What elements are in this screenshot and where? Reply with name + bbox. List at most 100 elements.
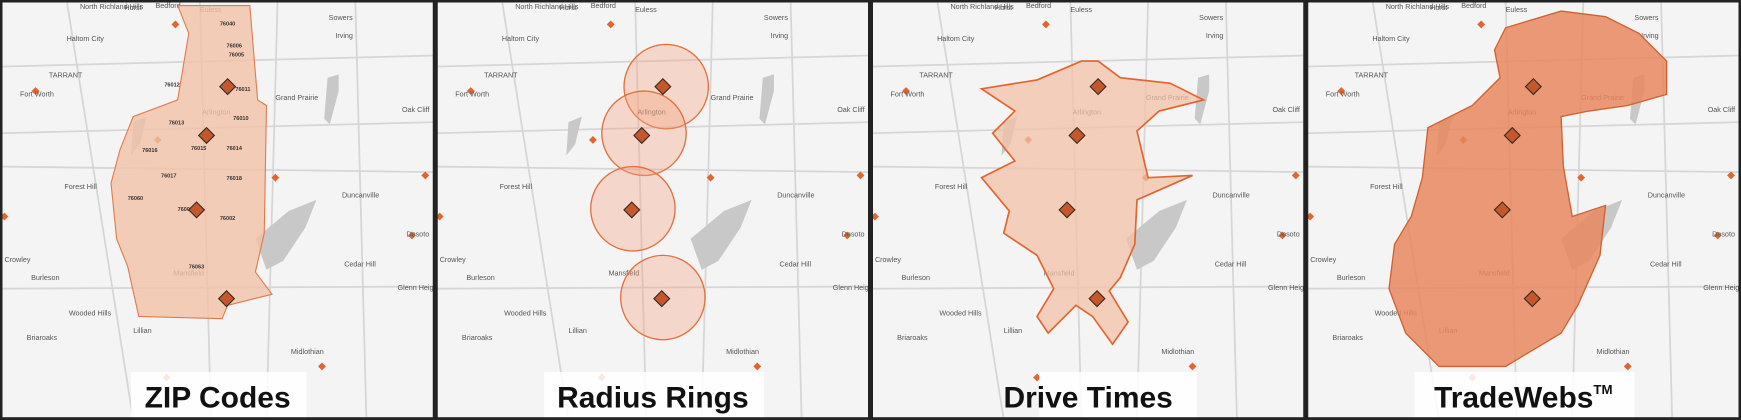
zip-label: 76005 — [229, 53, 244, 59]
road — [435, 165, 871, 173]
panel-border — [434, 0, 871, 420]
place-label: Bedford — [591, 1, 616, 10]
place-label: Midlothian — [1597, 347, 1630, 356]
lake — [690, 199, 752, 270]
place-label: Crowley — [1310, 255, 1336, 264]
place-label: TARRANT — [1355, 71, 1389, 80]
place-label: Midlothian — [1161, 347, 1194, 356]
place-label: North Richland Hills — [515, 2, 579, 11]
place-label: Fort Worth — [455, 90, 489, 99]
zip-label: 76040 — [220, 22, 235, 28]
place-label: Crowley — [440, 255, 466, 264]
place-label: Haltom City — [502, 34, 540, 43]
place-label: Hurst — [995, 3, 1012, 12]
place-label: Bedford — [155, 1, 180, 10]
caption-mark: TM — [1593, 382, 1612, 397]
caption-box — [1039, 371, 1197, 420]
place-label: Euless — [635, 5, 657, 14]
place-label: Haltom City — [1372, 34, 1410, 43]
place-label: Desoto — [1712, 230, 1735, 239]
store-marker — [187, 201, 206, 219]
place-label: Cedar Hill — [1215, 259, 1247, 268]
place-label: Grand Prairie — [711, 93, 754, 102]
place-label: Hurst — [1430, 3, 1447, 12]
store-marker — [197, 126, 216, 145]
zip-label: 76011 — [235, 87, 250, 93]
place-label: Duncanville — [1648, 191, 1685, 200]
place-label: Lillian — [1004, 326, 1022, 335]
place-label: Hurst — [560, 3, 577, 12]
location-dot — [753, 362, 762, 371]
place-label: Haltom City — [937, 34, 975, 43]
store-marker — [654, 77, 672, 96]
place-label: Lillian — [133, 326, 151, 335]
road — [789, 0, 803, 420]
location-dot — [902, 87, 910, 95]
map-panel: North Richland HillsHurstBedfordEulessSo… — [0, 0, 444, 420]
place-label: Haltom City — [67, 34, 105, 43]
place-label: Desoto — [1277, 230, 1300, 239]
place-label: Irving — [335, 31, 353, 40]
place-label: Arlington — [637, 107, 665, 116]
store-marker — [1058, 201, 1076, 219]
place-label: Cedar Hill — [344, 259, 376, 268]
road — [435, 285, 871, 290]
place-label: Burleson — [902, 273, 930, 282]
caption-text: TradeWebs — [1434, 381, 1593, 414]
place-label: Hurst — [124, 3, 141, 12]
panel-border — [870, 0, 1307, 420]
place-label: Lillian — [568, 326, 586, 335]
place-label: Forest Hill — [935, 182, 968, 191]
tradeweb-area — [1388, 10, 1668, 368]
place-label: Midlothian — [726, 347, 759, 356]
place-label: Glenn Heights — [1703, 283, 1741, 292]
caption-box — [131, 371, 307, 420]
place-label: Irving — [1641, 31, 1659, 40]
place-label: Sowers — [1199, 13, 1223, 22]
map-background — [435, 0, 871, 420]
place-label: Oak Cliff — [837, 105, 865, 114]
store-marker — [1068, 126, 1086, 145]
place-label: Mansfield — [608, 268, 639, 277]
place-label: Oak Cliff — [1272, 105, 1300, 114]
panel-border — [1305, 0, 1741, 420]
panel-caption: ZIP Codes — [145, 381, 291, 414]
place-label: Glenn Heights — [397, 283, 443, 292]
zip-label: 76063 — [189, 265, 204, 271]
place-label: Glenn Heights — [833, 283, 879, 292]
drive-time-area — [979, 60, 1206, 346]
store-marker — [1503, 126, 1521, 145]
place-label: Fort Worth — [890, 90, 924, 99]
place-label: Desoto — [406, 230, 429, 239]
place-label: North Richland Hills — [1386, 2, 1450, 11]
location-dot — [466, 87, 475, 95]
lake — [566, 116, 582, 156]
place-label: Wooded Hills — [939, 308, 982, 317]
road — [65, 0, 135, 420]
caption-text: Drive Times — [1003, 381, 1172, 414]
place-label: Briaroaks — [462, 333, 493, 342]
location-dot — [408, 231, 416, 240]
road — [1224, 0, 1238, 420]
place-label: Burleson — [1337, 273, 1365, 282]
place-label: TARRANT — [484, 71, 518, 80]
store-marker — [218, 77, 237, 96]
place-label: Oak Cliff — [402, 105, 430, 114]
place-label: Glenn Heights — [1268, 283, 1314, 292]
place-label: Desoto — [842, 230, 865, 239]
place-label: Sowers — [329, 13, 353, 22]
place-label: TARRANT — [919, 71, 953, 80]
place-label: Wooded Hills — [69, 308, 112, 317]
zip-label: 76017 — [161, 174, 176, 180]
panel-caption: Drive Times — [1003, 381, 1172, 414]
location-dot — [271, 173, 280, 182]
panel-caption: TradeWebsTM — [1434, 381, 1613, 414]
place-label: Fort Worth — [1326, 90, 1360, 99]
place-label: Euless — [1506, 5, 1528, 14]
place-label: North Richland Hills — [950, 2, 1014, 11]
place-label: Bedford — [1461, 1, 1486, 10]
place-label: Bedford — [1026, 1, 1051, 10]
